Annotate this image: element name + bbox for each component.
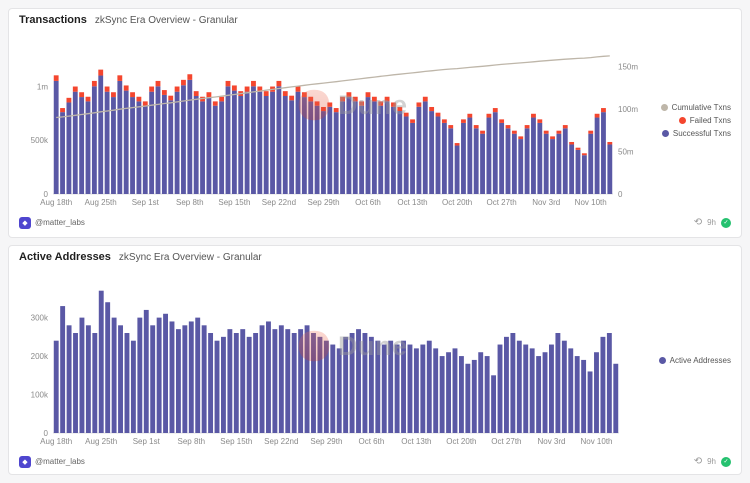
- live-status-icon: ✓: [721, 456, 731, 467]
- author-link[interactable]: ◆ @matter_labs: [19, 455, 85, 468]
- active-addresses-panel: Active Addresses zkSync Era Overview - G…: [8, 245, 742, 475]
- active-addresses-legend: Active Addresses: [645, 355, 731, 366]
- panel-title: Active Addresses: [19, 251, 111, 263]
- panel-header: Transactions zkSync Era Overview - Granu…: [19, 14, 731, 30]
- panel-subtitle: zkSync Era Overview - Granular: [118, 252, 262, 263]
- svg-text:Nov 10th: Nov 10th: [580, 437, 612, 446]
- footer-status: ⟲ 9h ✓: [693, 455, 731, 467]
- svg-text:Aug 18th: Aug 18th: [40, 437, 72, 446]
- legend-label: Successful Txns: [672, 129, 731, 138]
- svg-text:Oct 6th: Oct 6th: [359, 437, 385, 446]
- legend-label: Failed Txns: [689, 116, 731, 125]
- transactions-legend: Cumulative Txns Failed Txns Successful Txn…: [645, 102, 731, 139]
- svg-text:150m: 150m: [618, 63, 638, 72]
- svg-text:Aug 25th: Aug 25th: [85, 437, 117, 446]
- svg-text:Sep 29th: Sep 29th: [307, 198, 339, 207]
- svg-text:Sep 22nd: Sep 22nd: [264, 437, 298, 446]
- transactions-chart: 0 500k 1m 0 50m 100m 150m Aug 18th Aug 25th Sep 1…: [19, 30, 731, 214]
- svg-text:Oct 27th: Oct 27th: [491, 437, 521, 446]
- svg-text:50m: 50m: [618, 148, 634, 157]
- svg-text:Oct 13th: Oct 13th: [401, 437, 431, 446]
- panel-footer: ◆ @matter_labs ⟲ 9h ✓: [19, 453, 731, 470]
- panel-title: Transactions: [19, 14, 87, 26]
- panel-subtitle: zkSync Era Overview - Granular: [94, 15, 238, 26]
- refresh-icon[interactable]: ⟲: [693, 216, 703, 228]
- svg-text:Sep 15th: Sep 15th: [218, 198, 250, 207]
- svg-text:500k: 500k: [31, 136, 49, 145]
- author-name: @matter_labs: [35, 457, 85, 466]
- svg-text:Sep 15th: Sep 15th: [220, 437, 252, 446]
- svg-text:Sep 22nd: Sep 22nd: [262, 198, 296, 207]
- svg-text:1m: 1m: [37, 82, 48, 91]
- refresh-age: 9h: [707, 218, 716, 227]
- svg-text:Sep 8th: Sep 8th: [178, 437, 206, 446]
- svg-text:200k: 200k: [31, 352, 49, 361]
- author-link[interactable]: ◆ @matter_labs: [19, 216, 85, 229]
- legend-dot: [678, 117, 686, 124]
- legend-dot: [658, 357, 666, 364]
- svg-text:Sep 1st: Sep 1st: [133, 437, 161, 446]
- legend-dot: [661, 130, 669, 137]
- refresh-age: 9h: [707, 457, 716, 466]
- refresh-icon[interactable]: ⟲: [693, 455, 703, 467]
- author-avatar: ◆: [19, 455, 31, 468]
- active-addresses-chart: 0 100k 200k 300k Aug 18th Aug 25th Sep 1st Sep …: [19, 267, 731, 453]
- footer-status: ⟲ 9h ✓: [693, 216, 731, 228]
- svg-text:0: 0: [44, 190, 49, 199]
- legend-item[interactable]: Failed Txns: [645, 115, 731, 126]
- legend-item[interactable]: Active Addresses: [645, 355, 731, 366]
- svg-text:Oct 20th: Oct 20th: [446, 437, 476, 446]
- svg-text:Aug 18th: Aug 18th: [40, 198, 72, 207]
- panel-footer: ◆ @matter_labs ⟲ 9h ✓: [19, 214, 731, 231]
- svg-text:Oct 27th: Oct 27th: [486, 198, 516, 207]
- legend-item[interactable]: Successful Txns: [645, 128, 731, 139]
- svg-text:Sep 1st: Sep 1st: [132, 198, 160, 207]
- svg-text:Oct 13th: Oct 13th: [397, 198, 427, 207]
- svg-text:100m: 100m: [618, 105, 638, 114]
- svg-text:Aug 25th: Aug 25th: [85, 198, 117, 207]
- svg-text:0: 0: [44, 429, 49, 438]
- svg-text:300k: 300k: [31, 314, 49, 323]
- legend-label: Cumulative Txns: [671, 103, 731, 112]
- transactions-panel: Transactions zkSync Era Overview - Granu…: [8, 8, 742, 238]
- svg-text:0: 0: [618, 190, 623, 199]
- active-addresses-chart-canvas[interactable]: 0 100k 200k 300k Aug 18th Aug 25th Sep 1st Sep …: [19, 267, 731, 453]
- legend-label: Active Addresses: [669, 356, 731, 365]
- legend-dot: [660, 104, 668, 111]
- svg-text:Nov 3rd: Nov 3rd: [532, 198, 560, 207]
- svg-text:Nov 3rd: Nov 3rd: [537, 437, 565, 446]
- author-avatar: ◆: [19, 216, 31, 229]
- svg-text:100k: 100k: [31, 391, 49, 400]
- svg-text:Oct 20th: Oct 20th: [442, 198, 472, 207]
- live-status-icon: ✓: [721, 217, 731, 228]
- svg-text:Sep 8th: Sep 8th: [176, 198, 204, 207]
- legend-item[interactable]: Cumulative Txns: [645, 102, 731, 113]
- svg-text:Oct 6th: Oct 6th: [355, 198, 381, 207]
- transactions-chart-canvas[interactable]: 0 500k 1m 0 50m 100m 150m Aug 18th Aug 25th Sep 1…: [19, 30, 731, 214]
- author-name: @matter_labs: [35, 218, 85, 227]
- svg-text:Nov 10th: Nov 10th: [575, 198, 607, 207]
- svg-text:Sep 29th: Sep 29th: [310, 437, 342, 446]
- panel-header: Active Addresses zkSync Era Overview - G…: [19, 251, 731, 267]
